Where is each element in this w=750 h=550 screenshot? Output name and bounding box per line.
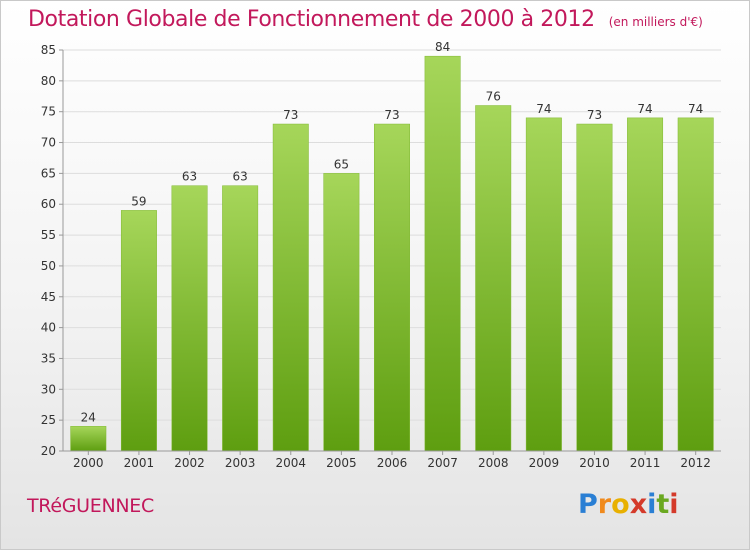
data-label: 73 (587, 108, 602, 122)
y-tick-label: 65 (41, 166, 56, 180)
x-tick-label: 2002 (174, 456, 205, 470)
x-tick-label: 2007 (427, 456, 458, 470)
bars: 24 59 63 63 73 65 73 84 76 74 73 74 74 (70, 40, 714, 452)
data-label: 74 (637, 102, 652, 116)
logo-letter: o (611, 489, 630, 520)
x-tick-label: 2006 (377, 456, 408, 470)
data-label: 24 (81, 410, 96, 424)
bar-2012 (677, 117, 714, 452)
y-tick-label: 55 (41, 228, 56, 242)
commune-name: TRéGUENNEC (27, 495, 154, 517)
y-tick-label: 40 (41, 321, 56, 335)
logo-letter: P (578, 489, 598, 520)
y-tick-label: 20 (41, 444, 56, 458)
data-label: 59 (131, 194, 146, 208)
bar-2004 (272, 123, 309, 452)
bar-2003 (222, 185, 259, 452)
y-tick-label: 70 (41, 136, 56, 150)
proxiti-logo[interactable]: Proxiti (578, 489, 679, 520)
data-label: 73 (283, 108, 298, 122)
x-tick-label: 2012 (680, 456, 711, 470)
chart-title: Dotation Globale de Fonctionnement de 20… (28, 7, 703, 32)
bar-2000 (70, 426, 107, 452)
logo-letter: t (656, 489, 670, 520)
logo-letter: x (629, 489, 648, 520)
x-tick-label: 2001 (124, 456, 155, 470)
data-label: 65 (334, 157, 349, 171)
x-tick-label: 2003 (225, 456, 256, 470)
y-tick-label: 45 (41, 290, 56, 304)
y-tick-label: 85 (41, 43, 56, 57)
x-tick-label: 2008 (478, 456, 509, 470)
data-label: 63 (233, 170, 248, 184)
x-tick-label: 2000 (73, 456, 104, 470)
logo-letter: i (669, 489, 679, 520)
data-label: 84 (435, 40, 450, 54)
y-tick-label: 25 (41, 413, 56, 427)
x-tick-label: 2005 (326, 456, 357, 470)
y-tick-label: 35 (41, 351, 56, 365)
y-tick-label: 30 (41, 382, 56, 396)
data-label: 73 (384, 108, 399, 122)
data-label: 76 (486, 90, 501, 104)
bar-2008 (475, 105, 512, 452)
logo-letter: i (647, 489, 657, 520)
bar-2006 (374, 123, 410, 452)
chart-subtitle: (en milliers d'€) (608, 15, 703, 29)
bar-2002 (171, 185, 208, 452)
x-tick-label: 2011 (630, 456, 661, 470)
y-tick-label: 60 (41, 197, 56, 211)
data-label: 63 (182, 170, 197, 184)
bar-2011 (627, 117, 664, 452)
x-tick-label: 2009 (529, 456, 560, 470)
bar-2009 (525, 117, 562, 452)
chart-title-text: Dotation Globale de Fonctionnement de 20… (28, 7, 595, 32)
logo-letter: r (597, 489, 612, 520)
bar-2010 (576, 123, 613, 452)
bar-2001 (120, 210, 157, 452)
y-tick-label: 50 (41, 259, 56, 273)
bar-2007 (424, 55, 461, 452)
x-tick-label: 2004 (275, 456, 306, 470)
data-label: 74 (536, 102, 551, 116)
x-tick-label: 2010 (579, 456, 610, 470)
y-tick-label: 75 (41, 105, 56, 119)
data-label: 74 (688, 102, 703, 116)
y-tick-label: 80 (41, 74, 56, 88)
bar-2005 (323, 173, 360, 452)
axes: 20 25 30 35 40 45 50 55 60 65 70 75 80 85 2000 2001 2002… (41, 43, 721, 470)
